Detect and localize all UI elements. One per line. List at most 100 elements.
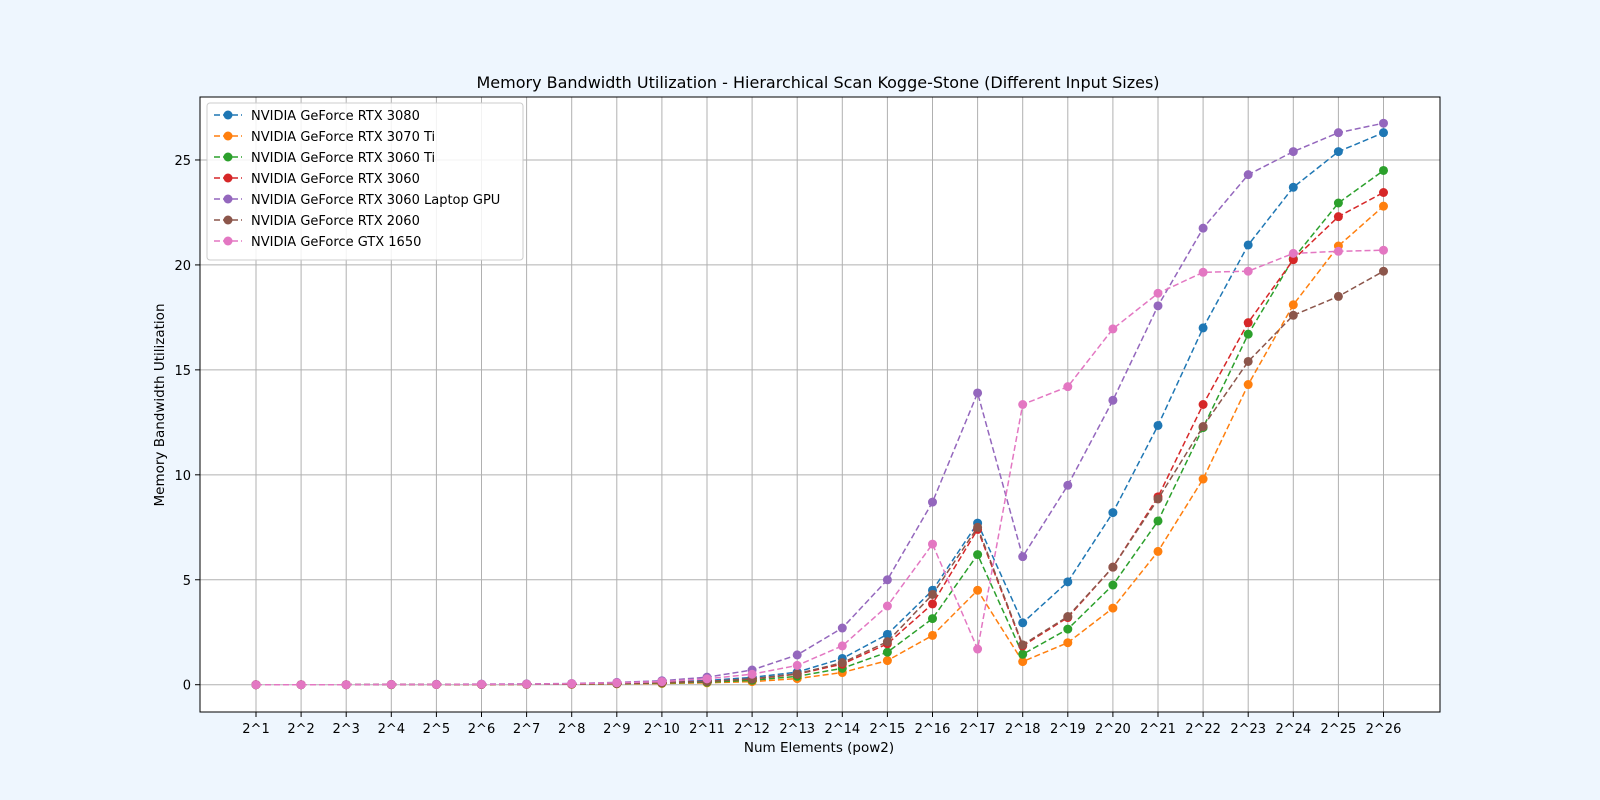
data-point — [657, 677, 667, 687]
x-tick-label: 2^26 — [1366, 722, 1402, 737]
data-point — [477, 679, 486, 689]
legend-marker — [223, 152, 233, 162]
data-point — [928, 497, 937, 507]
data-point — [882, 629, 892, 639]
x-tick-label: 2^21 — [1140, 722, 1176, 737]
data-point — [1379, 128, 1388, 138]
legend-marker — [223, 215, 233, 225]
data-point — [1063, 382, 1073, 392]
data-point — [792, 660, 802, 670]
data-point — [1379, 118, 1388, 128]
x-tick-label: 2^18 — [1005, 722, 1041, 737]
data-point — [928, 614, 937, 624]
data-point — [1198, 422, 1208, 432]
data-point — [1288, 300, 1298, 310]
x-tick-label: 2^9 — [603, 722, 630, 737]
plot-frame — [199, 96, 1441, 713]
x-tick-label: 2^10 — [644, 722, 680, 737]
data-point — [567, 679, 577, 689]
x-tick-label: 2^11 — [689, 722, 725, 737]
y-tick-label: 0 — [183, 679, 191, 694]
data-point — [747, 669, 757, 679]
data-point — [837, 658, 847, 668]
data-point — [1108, 562, 1118, 572]
y-tick-label: 25 — [174, 154, 191, 169]
data-point — [341, 680, 351, 690]
data-point — [1198, 400, 1208, 409]
legend-marker — [223, 110, 233, 120]
y-axis-label: Memory Bandwidth Utilization — [152, 303, 168, 506]
data-point — [1153, 494, 1163, 504]
x-tick-label: 2^20 — [1095, 722, 1131, 737]
chart-title: Memory Bandwidth Utilization - Hierarchi… — [476, 73, 1159, 92]
x-tick-label: 2^2 — [287, 722, 314, 737]
x-tick-label: 2^8 — [558, 722, 585, 737]
data-point — [837, 623, 847, 633]
y-tick-label: 20 — [174, 259, 191, 274]
data-point — [612, 678, 622, 688]
data-point — [792, 650, 802, 660]
data-point — [1153, 288, 1163, 298]
legend-marker — [223, 173, 233, 183]
data-point — [1108, 580, 1118, 590]
x-tick-label: 2^1 — [242, 722, 269, 737]
data-point — [1333, 147, 1343, 157]
x-axis-label: Num Elements (pow2) — [744, 740, 894, 756]
data-point — [1333, 128, 1343, 138]
data-point — [882, 575, 892, 585]
x-tick-label: 2^7 — [513, 722, 540, 737]
data-point — [1198, 474, 1208, 484]
x-tick-label: 2^12 — [734, 722, 770, 737]
data-point — [1288, 147, 1298, 157]
data-point — [1379, 245, 1388, 255]
data-point — [1288, 182, 1298, 192]
legend-marker — [223, 194, 233, 204]
data-point — [928, 589, 937, 599]
data-point — [1243, 170, 1253, 180]
data-point — [1018, 400, 1028, 409]
series-line — [256, 205, 1384, 686]
data-point — [1333, 291, 1343, 301]
legend-label: NVIDIA GeForce GTX 1650 — [251, 235, 421, 250]
data-point — [1153, 301, 1163, 311]
data-point — [702, 674, 712, 684]
data-point — [386, 680, 396, 690]
data-point — [1288, 255, 1298, 265]
data-point — [882, 656, 892, 666]
x-tick-label: 2^14 — [824, 722, 860, 737]
x-tick-label: 2^24 — [1275, 722, 1311, 737]
data-point — [296, 680, 306, 690]
data-point — [1108, 324, 1118, 334]
data-point — [928, 599, 937, 609]
data-point — [1018, 618, 1028, 628]
data-point — [1063, 624, 1073, 634]
data-point — [1063, 480, 1073, 490]
series-line — [256, 122, 1384, 686]
y-tick-label: 15 — [174, 364, 191, 379]
data-point — [928, 630, 937, 640]
legend-label: NVIDIA GeForce RTX 3080 — [251, 109, 420, 124]
legend-label: NVIDIA GeForce RTX 3060 — [251, 172, 420, 187]
data-point — [1243, 356, 1253, 366]
data-point — [973, 550, 983, 560]
data-point — [1108, 395, 1118, 405]
data-point — [1153, 420, 1163, 430]
legend-box — [206, 102, 524, 261]
data-point — [1018, 552, 1028, 562]
legend-label: NVIDIA GeForce RTX 2060 — [251, 214, 420, 229]
y-tick-label: 10 — [174, 469, 191, 484]
legend-label: NVIDIA GeForce RTX 3060 Laptop GPU — [251, 193, 500, 208]
data-point — [1198, 323, 1208, 333]
data-point — [1018, 657, 1028, 667]
data-point — [837, 641, 847, 651]
x-tick-label: 2^23 — [1230, 722, 1266, 737]
data-point — [1063, 638, 1073, 648]
data-point — [792, 669, 802, 679]
x-tick-label: 2^16 — [915, 722, 951, 737]
x-tick-label: 2^22 — [1185, 722, 1221, 737]
data-point — [1243, 380, 1253, 390]
data-point — [1243, 329, 1253, 339]
x-tick-label: 2^15 — [870, 722, 906, 737]
data-point — [1379, 165, 1388, 175]
